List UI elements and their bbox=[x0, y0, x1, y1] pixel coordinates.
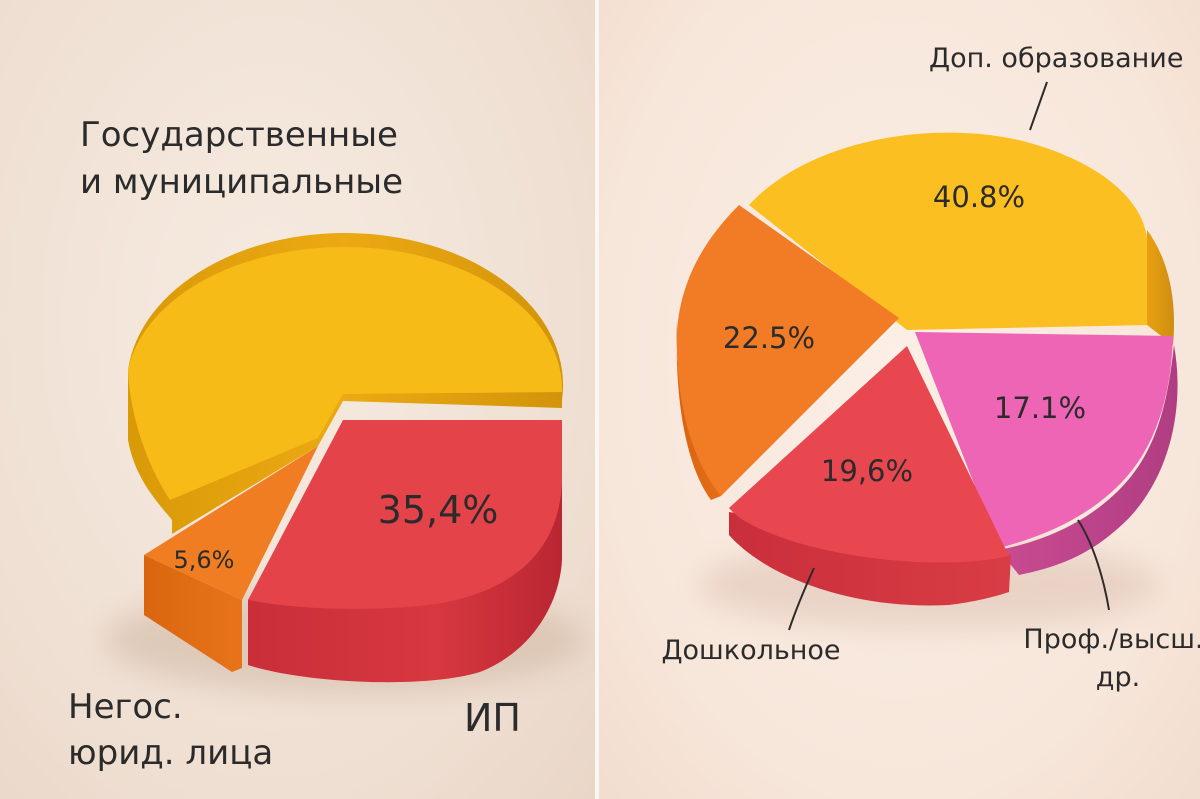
leader-line-dosh bbox=[788, 567, 815, 631]
chart-left-panel: Государственные и муниципальные ИП Негос. юр… bbox=[0, 0, 595, 799]
label-dop: Доп. образование bbox=[929, 43, 1183, 74]
slice-top-negos bbox=[144, 446, 318, 600]
leader-line-dop bbox=[1029, 81, 1048, 131]
label-negos-line2: юрид. лица bbox=[68, 733, 273, 773]
panel-divider bbox=[595, 0, 599, 799]
label-gov-line2: и муниципальные bbox=[80, 162, 403, 202]
label-negos-line1: Негос. bbox=[68, 687, 183, 727]
slice-top-other bbox=[676, 205, 899, 496]
label-dosh: Дошкольное bbox=[661, 635, 840, 666]
slice-top-dosh bbox=[729, 346, 1009, 563]
slice-top-gov bbox=[128, 246, 563, 500]
label-gov-line1: Государственные bbox=[80, 115, 398, 155]
value-label-other: 22.5% bbox=[723, 321, 815, 355]
label-prof-line1: Проф./высш./ bbox=[1023, 624, 1200, 655]
slice-side-dop bbox=[1147, 230, 1174, 345]
pie-chart-organizations: Государственные и муниципальные ИП Негос. юр… bbox=[68, 115, 585, 773]
label-prof-line2: др. bbox=[1096, 662, 1140, 693]
value-label-negos: 5,6% bbox=[174, 546, 235, 574]
value-label-prof: 17.1% bbox=[994, 391, 1086, 425]
slice-top-prof bbox=[915, 332, 1173, 548]
slice-top-dop bbox=[749, 132, 1147, 330]
value-label-ip: 35,4% bbox=[378, 488, 499, 532]
slice-side-prof bbox=[999, 345, 1178, 575]
slice-side-negos bbox=[144, 555, 242, 672]
slice-top-ip bbox=[248, 420, 562, 609]
value-label-dosh: 19,6% bbox=[821, 454, 913, 488]
label-ip: ИП bbox=[464, 696, 521, 740]
pie-chart-education: Доп. образование Проф./высш./ др. Дошкольно… bbox=[661, 43, 1200, 693]
leader-line-prof bbox=[1077, 519, 1110, 611]
chart-right-panel: Доп. образование Проф./высш./ др. Дошкольно… bbox=[599, 0, 1200, 799]
value-label-dop: 40.8% bbox=[933, 180, 1025, 214]
